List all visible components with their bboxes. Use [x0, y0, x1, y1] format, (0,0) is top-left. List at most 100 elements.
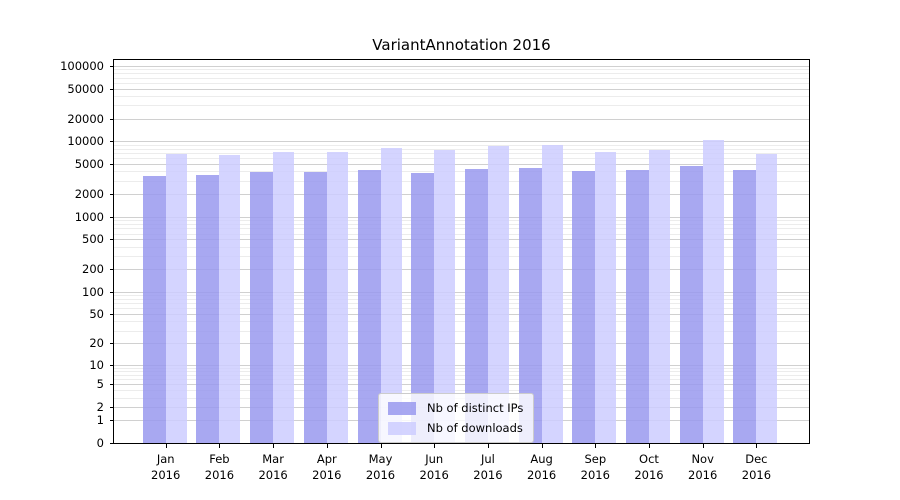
bar-downloads-jul	[487, 145, 509, 443]
x-tick-month: Sep	[584, 452, 607, 466]
bar-downloads-feb	[219, 154, 241, 443]
legend-item-distinct-ips: Nb of distinct IPs	[388, 401, 523, 415]
bar-downloads-oct	[649, 150, 670, 443]
bar-downloads-nov	[702, 140, 724, 443]
x-tick-label-mar: Mar 2016	[241, 451, 305, 483]
bar-distinct-ips-nov	[679, 166, 703, 443]
y-tick-label: 500	[82, 232, 104, 247]
y-tick-label: 20000	[67, 111, 104, 126]
x-tick-label-may: May 2016	[349, 451, 413, 483]
x-tick-year: 2016	[634, 468, 664, 482]
y-tick-mark	[110, 443, 114, 444]
bar-distinct-ips-aug	[518, 168, 542, 443]
bar-downloads-apr	[326, 152, 348, 443]
x-tick-mark	[595, 444, 597, 448]
y-tick-label: 200	[82, 262, 104, 277]
gridline-minor	[114, 379, 809, 381]
bar-distinct-ips-may	[357, 170, 381, 443]
x-tick-month: Jan	[156, 452, 175, 466]
x-tick-mark	[649, 444, 650, 448]
bar-distinct-ips-dec	[733, 170, 757, 443]
gridline-major	[114, 164, 809, 166]
x-tick-mark	[219, 444, 221, 448]
gridline-minor	[114, 295, 809, 297]
x-tick-month: Mar	[262, 452, 284, 466]
gridline-major	[114, 194, 809, 196]
x-tick-month: Aug	[530, 452, 553, 466]
plot-area: Nb of distinct IPs Nb of downloads	[113, 59, 810, 444]
bar-downloads-sep	[595, 152, 617, 443]
x-tick-year: 2016	[419, 468, 449, 482]
x-tick-mark	[326, 444, 328, 448]
y-tick-label: 100000	[60, 59, 104, 73]
x-tick-year: 2016	[741, 468, 772, 482]
y-tick-label: 5	[96, 377, 104, 392]
gridline-minor	[114, 299, 809, 301]
x-tick-label-jan: Jan 2016	[134, 451, 198, 483]
x-tick-label-apr: Apr 2016	[295, 451, 359, 483]
x-tick-year: 2016	[365, 468, 396, 482]
x-tick-label-jul: Jul 2016	[456, 451, 520, 483]
x-tick-mark	[702, 444, 704, 448]
y-tick-mark	[110, 216, 114, 218]
x-tick-month: Dec	[745, 452, 768, 466]
gridline-minor	[114, 69, 809, 71]
gridline-minor	[114, 390, 809, 392]
y-tick-mark	[110, 66, 114, 67]
y-tick-label: 2	[96, 400, 104, 414]
gridline-minor	[114, 171, 809, 173]
gridline-minor	[114, 77, 809, 79]
y-tick-mark	[110, 314, 114, 316]
y-tick-mark	[110, 364, 114, 366]
gridline-minor	[114, 303, 809, 305]
x-tick-mark	[487, 444, 489, 448]
y-tick-label: 1000	[74, 209, 104, 224]
gridline-minor	[114, 321, 809, 323]
y-tick-mark	[110, 420, 114, 422]
x-tick-month: Jul	[480, 452, 495, 466]
bar-downloads-dec	[756, 153, 778, 443]
y-tick-mark	[110, 269, 114, 271]
bar-distinct-ips-oct	[626, 169, 649, 443]
x-tick-label-sep: Sep 2016	[563, 451, 627, 483]
bar-distinct-ips-jan	[142, 176, 166, 443]
gridline-minor	[114, 233, 809, 235]
bar-downloads-mar	[273, 152, 295, 443]
bar-distinct-ips-apr	[303, 172, 327, 443]
bar-downloads-jan	[165, 153, 187, 443]
bar-distinct-ips-jun	[411, 173, 435, 443]
x-tick-year: 2016	[258, 468, 288, 482]
y-tick-label: 2000	[74, 187, 104, 202]
gridline-minor	[114, 158, 809, 160]
y-tick-mark	[110, 343, 114, 345]
gridline-minor	[114, 73, 809, 75]
gridline-major	[114, 66, 809, 67]
y-tick-mark	[110, 118, 114, 120]
gridline-minor	[114, 308, 809, 310]
x-tick-label-jun: Jun 2016	[402, 451, 466, 483]
x-tick-year: 2016	[688, 468, 718, 482]
x-tick-label-nov: Nov 2016	[671, 451, 735, 483]
gridline-major	[114, 343, 809, 345]
y-tick-mark	[110, 194, 114, 196]
gridline-major	[114, 269, 809, 271]
y-tick-mark	[110, 164, 114, 166]
gridline-major	[114, 364, 809, 366]
legend-item-downloads: Nb of downloads	[388, 421, 523, 435]
x-tick-mark	[165, 444, 167, 448]
y-tick-label: 5000	[74, 157, 104, 172]
y-tick-label: 50000	[67, 81, 104, 96]
x-tick-year: 2016	[312, 468, 342, 482]
legend-swatch-distinct-ips	[388, 401, 416, 415]
legend-label-distinct-ips: Nb of distinct IPs	[427, 401, 524, 415]
gridline-major	[114, 118, 809, 120]
gridline-minor	[114, 246, 809, 248]
legend: Nb of distinct IPs Nb of downloads	[378, 393, 535, 443]
gridline-minor	[114, 153, 809, 155]
x-tick-mark	[756, 444, 758, 448]
bar-downloads-aug	[541, 145, 563, 443]
x-tick-year: 2016	[151, 468, 181, 482]
gridline-major	[114, 88, 809, 90]
gridline-minor	[114, 105, 809, 107]
